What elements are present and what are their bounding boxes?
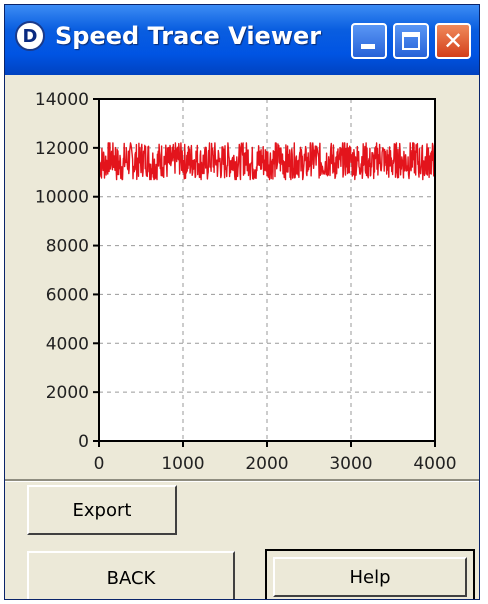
y-tick-label: 8000	[46, 237, 89, 257]
close-button[interactable]: ✕	[435, 23, 471, 59]
x-tick-label: 1000	[161, 454, 204, 474]
y-tick-label: 0	[78, 432, 89, 452]
help-button-label: Help	[273, 557, 467, 597]
back-button[interactable]: BACK	[27, 551, 235, 599]
maximize-icon	[402, 32, 420, 50]
y-tick-label: 2000	[46, 383, 89, 403]
speed-trace-window: D Speed Trace Viewer ✕ 0 1000 2000 3000 4000…	[4, 4, 480, 600]
y-tick-label: 4000	[46, 334, 89, 354]
speed-trace-line	[98, 142, 436, 181]
y-tick-label: 10000	[35, 188, 89, 208]
chart-svg: 0 1000 2000 3000 4000 0 2000 4000 6000 8000 10000 1…	[35, 90, 457, 474]
close-icon: ✕	[442, 27, 464, 55]
export-button[interactable]: Export	[27, 485, 177, 535]
y-tick-label: 14000	[35, 90, 89, 110]
help-button[interactable]: Help	[265, 549, 475, 599]
title-bar[interactable]: D Speed Trace Viewer ✕	[5, 5, 479, 75]
y-tick-label: 6000	[46, 285, 89, 305]
y-tick-label: 12000	[35, 139, 89, 159]
app-icon[interactable]: D	[15, 21, 45, 51]
minimize-button[interactable]	[351, 23, 387, 59]
divider	[5, 479, 479, 482]
x-tick-label: 3000	[329, 454, 372, 474]
x-tick-label: 4000	[413, 454, 456, 474]
window-title: Speed Trace Viewer	[55, 22, 322, 50]
minimize-icon	[361, 44, 375, 49]
x-tick-label: 0	[94, 454, 105, 474]
x-tick-label: 2000	[245, 454, 288, 474]
maximize-button[interactable]	[393, 23, 429, 59]
speed-trace-chart: 0 1000 2000 3000 4000 0 2000 4000 6000 8000 10000 1…	[5, 75, 479, 479]
